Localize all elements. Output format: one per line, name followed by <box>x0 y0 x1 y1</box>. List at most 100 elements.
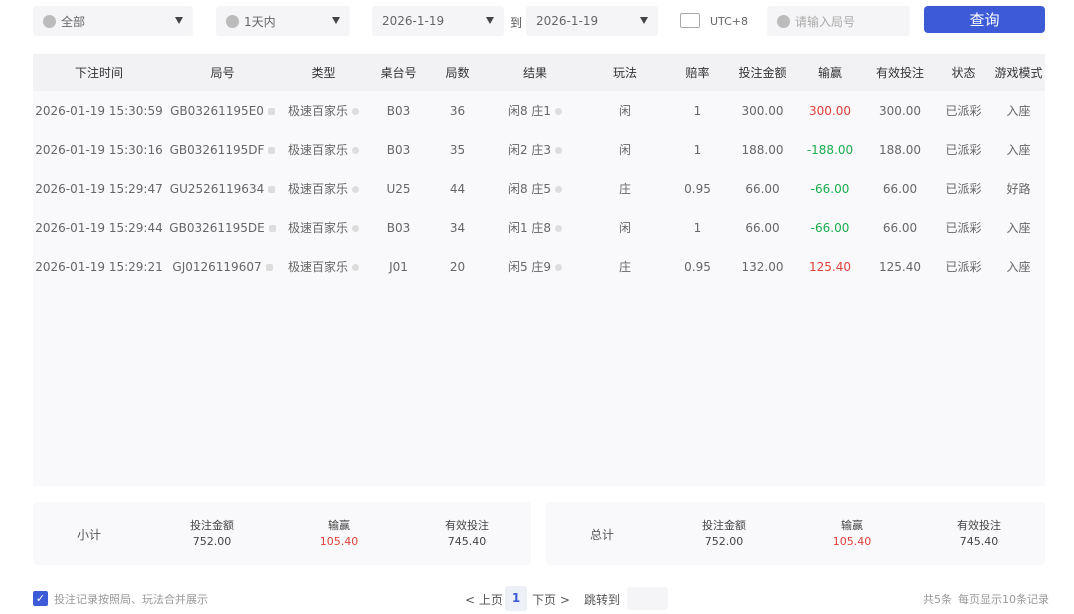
cell-text: GB03261195DE <box>169 220 265 235</box>
query-button[interactable]: 查询 <box>924 6 1045 33</box>
cell-text: 125.40 <box>809 259 851 274</box>
next-page-button[interactable]: 下页 > <box>532 593 570 607</box>
cell-text: 2026-01-19 15:29:21 <box>35 259 163 274</box>
cell-text: -66.00 <box>810 220 850 235</box>
table-cell: 2026-01-19 15:30:59 <box>33 91 165 130</box>
table-cell: 1 <box>665 208 730 247</box>
chevron-down-icon <box>332 17 340 24</box>
cell-text: 36 <box>449 103 466 118</box>
table-cell: 已派彩 <box>935 169 992 208</box>
column-header: 结果 <box>485 54 585 91</box>
copy-icon[interactable] <box>265 263 273 271</box>
merge-label: 投注记录按照局、玩法合并展示 <box>54 593 208 606</box>
category-select[interactable]: 全部 <box>33 6 193 36</box>
table-cell: GB03261195E0 <box>165 91 280 130</box>
cell-text: 入座 <box>1006 104 1031 118</box>
table-cell: 闲 <box>585 91 665 130</box>
table-cell: -66.00 <box>795 208 865 247</box>
cell-text: 66.00 <box>882 181 918 196</box>
cell-text: 已派彩 <box>945 104 982 118</box>
table-cell: 66.00 <box>730 169 795 208</box>
total-bet-label: 投注金额 <box>702 519 746 532</box>
table-cell: 66.00 <box>730 208 795 247</box>
merge-checkbox[interactable]: ✓ <box>33 591 48 606</box>
info-icon[interactable] <box>555 186 563 193</box>
table-cell: GB03261195DE <box>165 208 280 247</box>
copy-icon[interactable] <box>267 107 275 115</box>
info-icon[interactable] <box>555 147 563 154</box>
table-cell: 188.00 <box>865 130 935 169</box>
cell-text: 入座 <box>1006 221 1031 235</box>
cell-text: 20 <box>449 259 466 274</box>
cell-text: 2026-01-19 15:30:16 <box>35 142 163 157</box>
total-count: 共5条 <box>923 593 952 606</box>
start-date-select[interactable]: 2026-1-19 <box>372 6 504 36</box>
table-cell: 20 <box>430 247 485 286</box>
subtotal-win-label: 输赢 <box>328 519 350 532</box>
info-icon[interactable] <box>555 264 563 271</box>
cell-text: -188.00 <box>806 142 854 157</box>
cell-text: 闲2 庄3 <box>507 143 552 157</box>
total-valid-label: 有效投注 <box>957 519 1001 532</box>
range-select[interactable]: 1天内 <box>216 6 350 36</box>
table-cell: 125.40 <box>865 247 935 286</box>
info-icon[interactable] <box>555 225 563 232</box>
prev-page-button[interactable]: < 上页 <box>465 593 503 607</box>
cell-text: GU2526119634 <box>169 181 265 196</box>
table-cell: 已派彩 <box>935 247 992 286</box>
info-icon[interactable] <box>555 108 563 115</box>
copy-icon[interactable] <box>268 146 276 154</box>
round-input[interactable]: 请输入局号 <box>767 6 910 36</box>
column-header: 投注金额 <box>730 54 795 91</box>
cell-text: 300.00 <box>741 103 784 118</box>
column-header: 赔率 <box>665 54 730 91</box>
table-cell: B03 <box>367 91 430 130</box>
table-cell: 入座 <box>992 130 1045 169</box>
play-icon[interactable] <box>352 147 359 154</box>
cell-text: 已派彩 <box>945 182 982 196</box>
table-cell: 300.00 <box>795 91 865 130</box>
cell-text: 1 <box>693 103 702 118</box>
table-cell: 入座 <box>992 208 1045 247</box>
copy-icon[interactable] <box>268 224 276 232</box>
cell-text: 极速百家乐 <box>287 260 348 274</box>
end-date-select[interactable]: 2026-1-19 <box>526 6 658 36</box>
cell-text: GB03261195E0 <box>170 103 264 118</box>
total-valid: 745.40 <box>959 535 999 548</box>
table-cell: 已派彩 <box>935 130 992 169</box>
table-row: 2026-01-19 15:30:16 GB03261195DF 极速百家乐 B03 3… <box>33 130 1045 169</box>
cell-text: 188.00 <box>741 142 784 157</box>
copy-icon[interactable] <box>268 185 276 193</box>
table-cell: GB03261195DF <box>165 130 280 169</box>
table-cell: 极速百家乐 <box>280 169 367 208</box>
cell-text: 入座 <box>1006 260 1031 274</box>
table-cell: 2026-01-19 15:29:47 <box>33 169 165 208</box>
cell-text: 极速百家乐 <box>287 104 348 118</box>
table-cell: 2026-01-19 15:30:16 <box>33 130 165 169</box>
cell-text: 44 <box>449 181 466 196</box>
table-header: 下注时间 局号 类型 桌台号 局数 结果 玩法 赔率 投注金额 输赢 有效投注 状态 游戏模式 <box>33 54 1045 91</box>
search-icon <box>777 14 790 28</box>
to-label: 到 <box>510 16 523 30</box>
page-1-button[interactable]: 1 <box>505 586 527 611</box>
calendar-icon[interactable] <box>680 13 700 28</box>
play-icon[interactable] <box>352 225 359 232</box>
play-icon[interactable] <box>352 108 359 115</box>
subtotal-label: 小计 <box>76 528 101 542</box>
cell-text: 已派彩 <box>945 143 982 157</box>
table-cell: 2026-01-19 15:29:21 <box>33 247 165 286</box>
play-icon[interactable] <box>352 264 359 271</box>
timezone-label: UTC+8 <box>710 15 749 28</box>
table-cell: 入座 <box>992 247 1045 286</box>
jump-page-input[interactable] <box>627 587 668 610</box>
cell-text: 闲8 庄5 <box>507 182 552 196</box>
column-header: 局数 <box>430 54 485 91</box>
table-cell: 极速百家乐 <box>280 130 367 169</box>
column-header: 桌台号 <box>367 54 430 91</box>
cell-text: 庄 <box>618 260 631 274</box>
column-header: 类型 <box>280 54 367 91</box>
cell-text: 2026-01-19 15:30:59 <box>35 103 163 118</box>
play-icon[interactable] <box>352 186 359 193</box>
start-date-value: 2026-1-19 <box>382 14 445 28</box>
table-cell: 0.95 <box>665 169 730 208</box>
